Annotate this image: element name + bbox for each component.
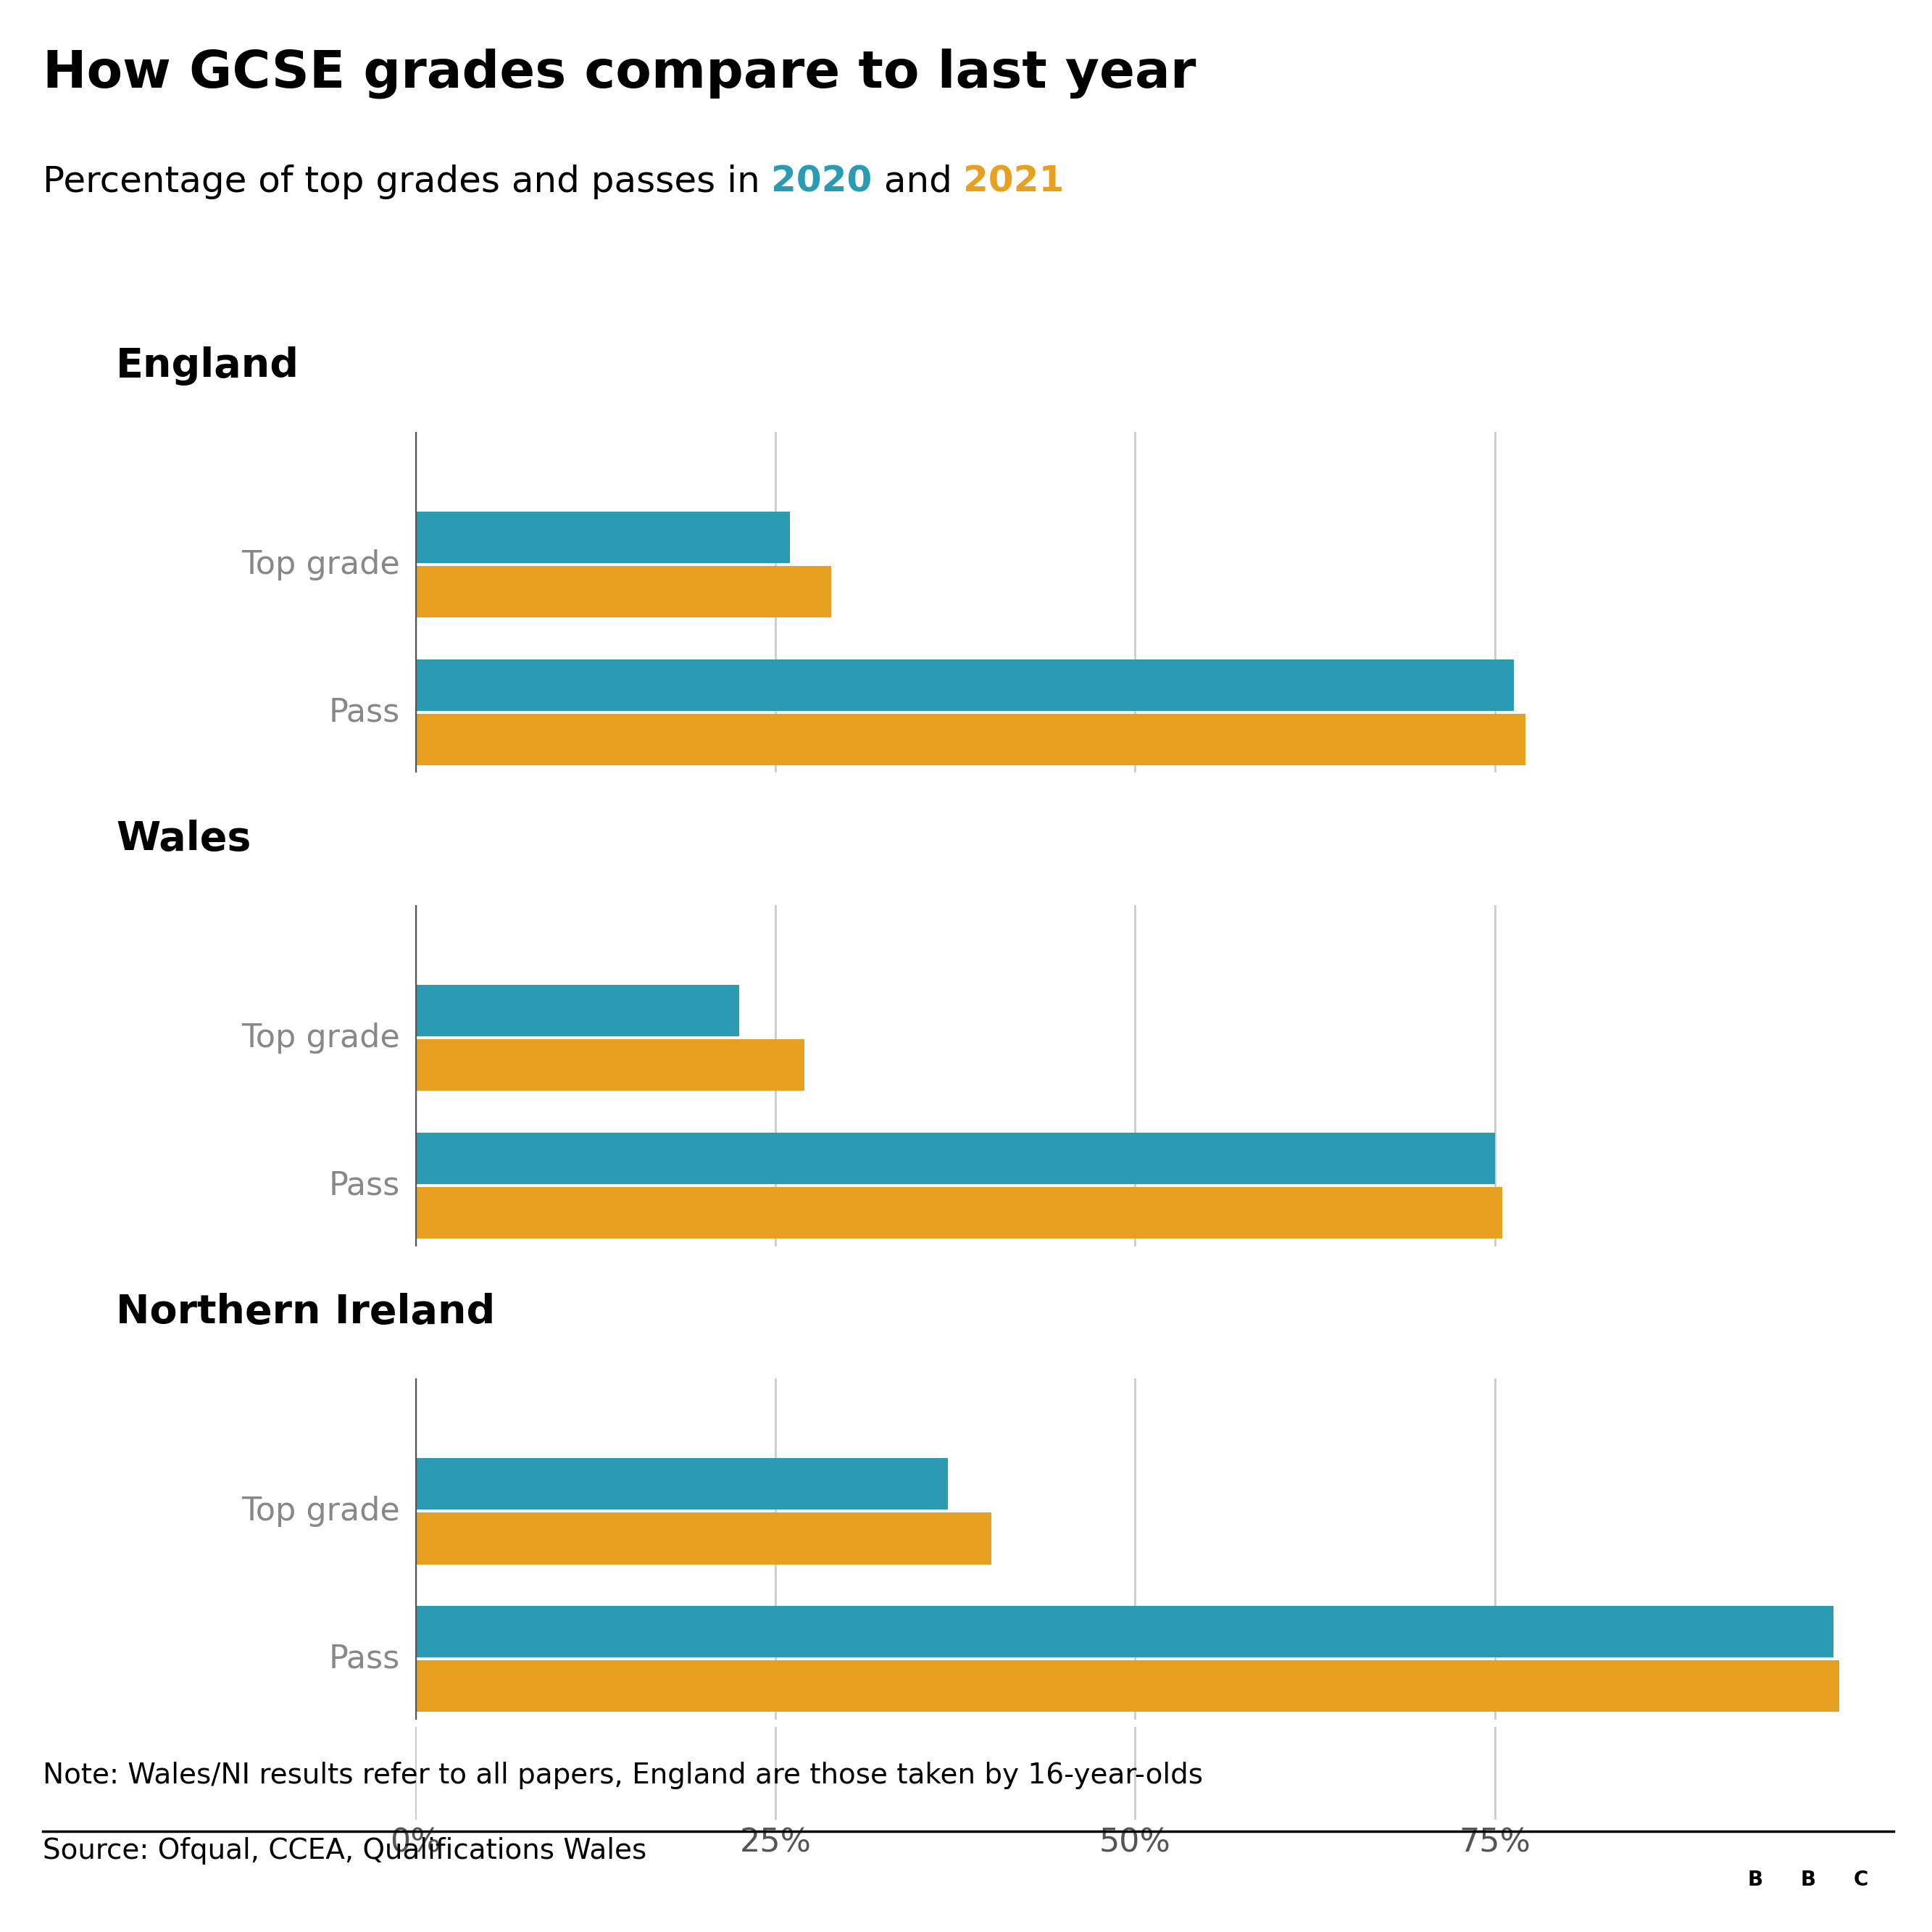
Bar	[1733, 1849, 1777, 1911]
Bar	[415, 713, 1524, 765]
Text: Percentage of top grades and passes in: Percentage of top grades and passes in	[43, 164, 771, 199]
Bar	[415, 1660, 1839, 1712]
Text: Pass: Pass	[328, 1171, 400, 1202]
Bar	[1785, 1849, 1832, 1911]
Text: and: and	[871, 164, 964, 199]
Bar	[415, 1186, 1503, 1238]
Text: B: B	[1748, 1870, 1764, 1889]
Text: Northern Ireland: Northern Ireland	[116, 1293, 495, 1333]
Text: Top grade: Top grade	[242, 1495, 400, 1526]
Text: Top grade: Top grade	[242, 549, 400, 580]
Text: Note: Wales/NI results refer to all papers, England are those taken by 16-year-o: Note: Wales/NI results refer to all pape…	[43, 1762, 1204, 1789]
Bar	[415, 985, 740, 1036]
Text: Source: Ofqual, CCEA, Qualifications Wales: Source: Ofqual, CCEA, Qualifications Wal…	[43, 1837, 647, 1864]
Bar	[415, 1513, 991, 1565]
Text: Top grade: Top grade	[242, 1022, 400, 1053]
Bar	[415, 1459, 949, 1509]
Text: Wales: Wales	[116, 819, 251, 860]
Text: 2021: 2021	[964, 164, 1065, 199]
Text: England: England	[116, 346, 299, 386]
Text: Pass: Pass	[328, 1644, 400, 1675]
Bar	[1839, 1849, 1884, 1911]
Text: Pass: Pass	[328, 697, 400, 728]
Text: B: B	[1801, 1870, 1816, 1889]
Text: C: C	[1855, 1870, 1868, 1889]
Bar	[415, 1132, 1495, 1184]
Bar	[415, 512, 790, 562]
Text: 2020: 2020	[771, 164, 871, 199]
Bar	[415, 566, 831, 618]
Bar	[415, 659, 1515, 711]
Text: How GCSE grades compare to last year: How GCSE grades compare to last year	[43, 48, 1196, 99]
Bar	[415, 1039, 804, 1092]
Bar	[415, 1605, 1833, 1658]
